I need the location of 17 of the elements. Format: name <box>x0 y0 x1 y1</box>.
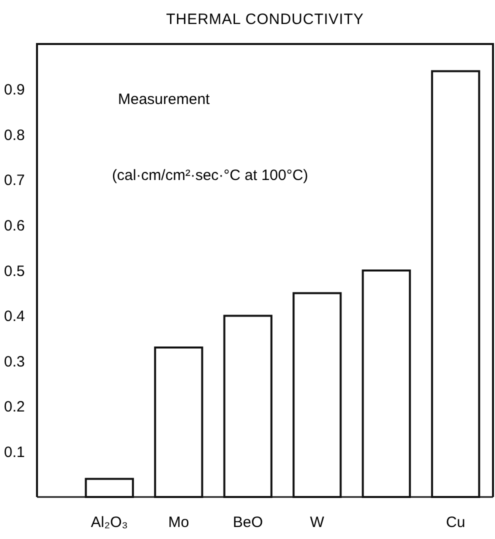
annotation: (cal·cm/cm²·sec·°C at 100°C) <box>112 167 308 184</box>
y-tick-label: 0.7 <box>4 172 25 190</box>
y-tick-label: 0.9 <box>4 82 25 99</box>
y-tick-label: 0.4 <box>4 308 25 326</box>
y-tick-label: 0.8 <box>4 126 25 144</box>
y-tick-label: 0.3 <box>4 353 25 370</box>
x-tick-label: Cu <box>446 514 466 531</box>
annotation: Measurement <box>118 91 211 108</box>
y-tick-label: 0.6 <box>4 217 25 234</box>
x-tick-label: Mo <box>168 514 190 531</box>
y-tick-label: 0.2 <box>4 398 25 416</box>
x-tick-label: Al₂O₃ <box>90 514 128 531</box>
y-tick-label: 0.5 <box>4 262 25 280</box>
chart-title: THERMAL CONDUCTIVITY <box>166 11 364 28</box>
y-tick-label: 0.1 <box>4 444 25 461</box>
x-tick-label: W <box>310 514 326 531</box>
x-tick-label: BeO <box>232 514 263 531</box>
